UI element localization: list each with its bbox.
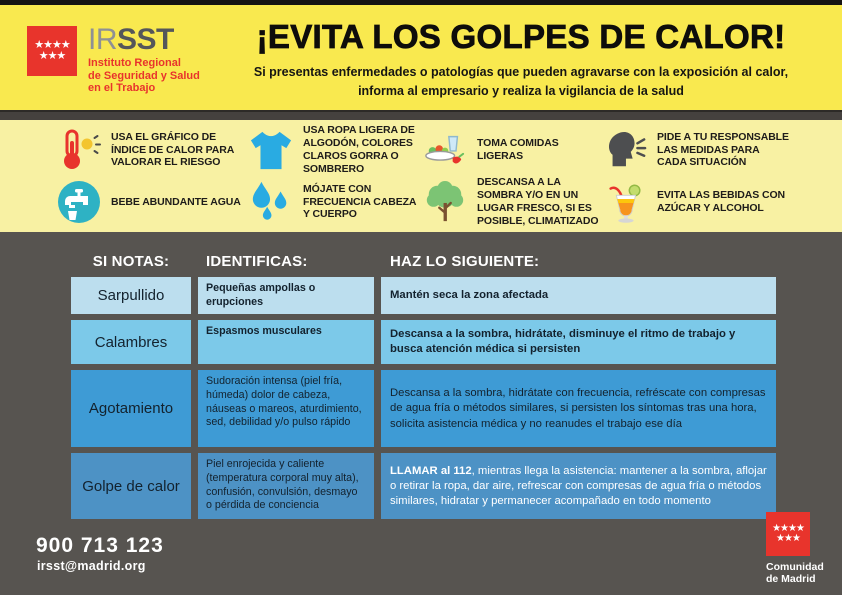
tip-drink-water: BEBE ABUNDANTE AGUA — [56, 179, 248, 225]
tip-label: USA EL GRÁFICO DE ÍNDICE DE CALOR PARA V… — [111, 130, 234, 169]
tips-band: USA EL GRÁFICO DE ÍNDICE DE CALOR PARA V… — [0, 120, 842, 232]
org-line: Instituto Regional — [88, 57, 181, 69]
caption-line: de Madrid — [766, 573, 816, 586]
heat-illness-table: SI NOTAS: IDENTIFICAS: HAZ LO SIGUIENTE:… — [71, 253, 776, 525]
tip-ask-supervisor: PIDE A TU RESPONSABLE LAS MEDIDAS PARA C… — [602, 127, 796, 173]
table-header-row: SI NOTAS: IDENTIFICAS: HAZ LO SIGUIENTE: — [71, 253, 776, 270]
tip-rest-shade: DESCANSA A LA SOMBRA Y/O EN UN LUGAR FRE… — [422, 176, 602, 227]
water-tap-icon — [56, 179, 102, 225]
irsst-acronym: IRSST — [88, 23, 200, 56]
email-address: irsst@madrid.org — [37, 559, 146, 573]
title-block: ¡EVITA LOS GOLPES DE CALOR! Si presentas… — [212, 5, 842, 110]
comunidad-madrid-caption: Comunidad de Madrid — [766, 561, 826, 585]
cell-condition: Sarpullido — [71, 277, 191, 315]
action-text: Descansa a la sombra, hidrátate, disminu… — [390, 328, 736, 356]
page-title: ¡EVITA LOS GOLPES DE CALOR! — [256, 18, 786, 56]
org-line: en el Trabajo — [88, 82, 156, 95]
page-subtitle: Si presentas enfermedades o patologías q… — [218, 63, 824, 101]
flag-stars-row: ★★★ — [38, 50, 67, 62]
tip-avoid-alcohol: EVITA LAS BEBIDAS CON AZÚCAR Y ALCOHOL — [602, 179, 796, 225]
tip-light-clothes: USA ROPA LIGERA DE ALGODÓN, COLORES CLAR… — [248, 124, 422, 175]
tip-light-meals: TOMA COMIDAS LIGERAS — [422, 127, 602, 173]
tip-label: EVITA LAS BEBIDAS CON AZÚCAR Y ALCOHOL — [657, 189, 785, 214]
cell-symptoms: Espasmos musculares — [198, 320, 374, 365]
table-row-calambres: Calambres Espasmos musculares Descansa a… — [71, 320, 776, 365]
section-divider — [0, 110, 842, 120]
table-row-agotamiento: Agotamiento Sudoración intensa (piel frí… — [71, 370, 776, 448]
tip-label: USA ROPA LIGERA DE ALGODÓN, COLORES CLAR… — [303, 124, 415, 175]
flag-stars-row: ★★★★ — [772, 523, 805, 534]
cell-action: Mantén seca la zona afectada — [381, 277, 776, 315]
tshirt-icon — [248, 127, 294, 173]
column-header-haz-lo-siguiente: HAZ LO SIGUIENTE: — [390, 253, 540, 270]
cell-symptoms: Sudoración intensa (piel fría, húmeda) d… — [198, 370, 374, 448]
cell-condition: Calambres — [71, 320, 191, 365]
cell-condition: Golpe de calor — [71, 453, 191, 520]
cell-condition: Agotamiento — [71, 370, 191, 448]
action-rest: , mientras llega la asistencia: mantener… — [390, 464, 767, 508]
action-text: Descansa a la sombra, hidrátate con frec… — [390, 387, 766, 430]
header: ★★★★ ★★★ IRSST Instituto Regional de Seg… — [0, 5, 842, 110]
tip-label: TOMA COMIDAS LIGERAS — [477, 137, 559, 162]
tip-wet-head-body: MÓJATE CON FRECUENCIA CABEZA Y CUERPO — [248, 179, 422, 225]
irsst-logo: ★★★★ ★★★ IRSST Instituto Regional de Seg… — [0, 5, 212, 110]
tip-label: PIDE A TU RESPONSABLE LAS MEDIDAS PARA C… — [657, 130, 789, 169]
cell-symptoms: Pequeñas ampollas o erupciones — [198, 277, 374, 315]
cell-symptoms: Piel enrojecida y caliente (temperatura … — [198, 453, 374, 520]
irsst-acronym-light: IR — [88, 23, 118, 56]
top-border — [0, 0, 842, 5]
org-line: de Seguridad y Salud — [88, 69, 200, 82]
tip-label: MÓJATE CON FRECUENCIA CABEZA Y CUERPO — [303, 182, 417, 221]
cocktail-icon — [602, 179, 648, 225]
comunidad-madrid-logo: ★★★★ ★★★ Comunidad de Madrid — [766, 512, 826, 585]
column-header-si-notas: SI NOTAS: — [92, 253, 170, 270]
subtitle-line: informa al empresario y realiza la vigil… — [358, 83, 684, 98]
table-row-sarpullido: Sarpullido Pequeñas ampollas o erupcione… — [71, 277, 776, 315]
tip-heat-index: USA EL GRÁFICO DE ÍNDICE DE CALOR PARA V… — [56, 127, 248, 173]
flag-stars-row: ★★★★ — [34, 39, 70, 51]
madrid-flag-icon: ★★★★ ★★★ — [766, 512, 810, 556]
subtitle-line: Si presentas enfermedades o patologías q… — [253, 65, 789, 79]
table-row-golpe-de-calor: Golpe de calor Piel enrojecida y calient… — [71, 453, 776, 520]
tree-icon — [422, 179, 468, 225]
irsst-org-name: Instituto Regional de Seguridad y Salud … — [88, 57, 200, 95]
irsst-acronym-bold: SST — [117, 23, 174, 56]
cell-action: Descansa a la sombra, hidrátate, disminu… — [381, 320, 776, 365]
irsst-logo-text: IRSST Instituto Regional de Seguridad y … — [88, 23, 200, 110]
action-text: Mantén seca la zona afectada — [390, 289, 549, 302]
tip-label: DESCANSA A LA SOMBRA Y/O EN UN LUGAR FRE… — [477, 176, 599, 227]
madrid-flag-icon: ★★★★ ★★★ — [27, 26, 77, 76]
phone-number: 900 713 123 — [36, 534, 164, 557]
light-meal-icon — [422, 127, 468, 173]
cell-action: Descansa a la sombra, hidrátate con frec… — [381, 370, 776, 448]
column-header-identificas: IDENTIFICAS: — [206, 253, 308, 270]
cell-action: LLAMAR al 112, mientras llega la asisten… — [381, 453, 776, 520]
emergency-number: LLAMAR al 112 — [390, 464, 472, 477]
speaking-head-icon — [602, 127, 648, 173]
caption-line: Comunidad — [766, 561, 824, 573]
action-text: LLAMAR al 112, mientras llega la asisten… — [390, 464, 767, 510]
tips-grid: USA EL GRÁFICO DE ÍNDICE DE CALOR PARA V… — [56, 124, 796, 228]
thermometer-sun-icon — [56, 127, 102, 173]
flag-stars-row: ★★★ — [776, 533, 801, 544]
tip-label: BEBE ABUNDANTE AGUA — [111, 195, 241, 208]
water-drops-icon — [248, 179, 294, 225]
